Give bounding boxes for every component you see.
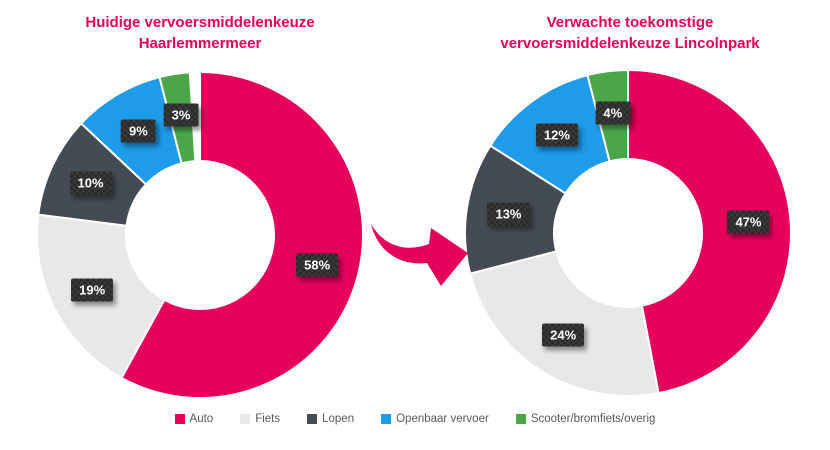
data-label: 58% xyxy=(296,254,338,277)
legend-swatch-icon xyxy=(515,414,526,424)
legend-label: Auto xyxy=(189,413,214,425)
data-label: 10% xyxy=(70,172,112,195)
data-label: 4% xyxy=(595,101,630,124)
data-label: 47% xyxy=(727,210,769,233)
data-label: 13% xyxy=(487,203,529,226)
chart-title-line: Haarlemmermeer xyxy=(138,35,262,52)
chart-title-line: Huidige vervoersmiddelenkeuze xyxy=(85,14,315,31)
chart-title-right: Verwachte toekomstige vervoersmiddelenke… xyxy=(455,12,805,54)
donut-slice-auto xyxy=(627,68,792,395)
legend-label: Openbaar vervoer xyxy=(396,413,489,425)
legend-swatch-icon xyxy=(240,414,251,424)
chart-title-line: Verwachte toekomstige xyxy=(546,14,714,31)
chart-title-left: Huidige vervoersmiddelenkeuze Haarlemmer… xyxy=(30,12,370,54)
data-label: 9% xyxy=(121,119,156,142)
donut-slice-auto xyxy=(120,70,364,399)
donut-chart-lincolnpark xyxy=(463,68,792,397)
legend: Auto Fiets Lopen Openbaar vervoer Scooter/br… xyxy=(0,413,830,425)
legend-label: Fiets xyxy=(255,413,281,425)
legend-swatch-icon xyxy=(307,414,318,424)
legend-label: Lopen xyxy=(322,413,355,425)
chart-title-line: vervoersmiddelenkeuze Lincolnpark xyxy=(500,35,760,52)
data-label: 12% xyxy=(536,124,578,147)
transition-arrow-icon xyxy=(371,224,468,286)
legend-swatch-icon xyxy=(381,414,392,424)
arrow-shape xyxy=(371,224,468,286)
legend-label: Scooter/bromfiets/overig xyxy=(530,413,656,425)
legend-item-fiets: Fiets xyxy=(240,413,280,425)
legend-item-openbaar-vervoer: Openbaar vervoer xyxy=(381,413,489,425)
data-label: 3% xyxy=(164,104,199,127)
donut-chart-haarlemmermeer xyxy=(36,70,364,399)
legend-item-auto: Auto xyxy=(174,413,214,425)
donut-slice-fiets xyxy=(468,250,660,397)
legend-item-lopen: Lopen xyxy=(307,413,354,425)
data-label: 19% xyxy=(71,278,113,301)
legend-swatch-icon xyxy=(174,414,185,424)
data-label: 24% xyxy=(542,324,584,347)
legend-item-scooter-bromfiets-overig: Scooter/bromfiets/overig xyxy=(515,413,656,425)
